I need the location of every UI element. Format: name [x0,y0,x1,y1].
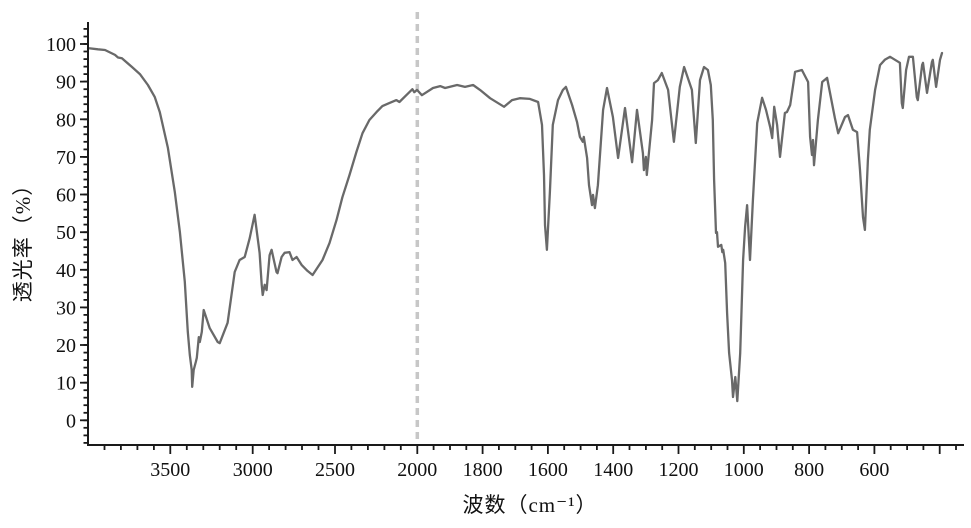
x-tick-label: 1600 [528,459,568,481]
x-tick-label: 3000 [233,459,273,481]
x-tick-label: 1000 [724,459,764,481]
y-tick-label: 90 [56,72,76,94]
y-tick-label: 50 [56,222,76,244]
y-tick-label: 30 [56,297,76,319]
x-tick-label: 2500 [315,459,355,481]
x-tick-label: 800 [794,459,824,481]
x-tick-label: 1400 [593,459,633,481]
y-tick-label: 20 [56,335,76,357]
x-tick-label: 3500 [150,459,190,481]
y-tick-label: 80 [56,109,76,131]
y-tick-label: 10 [56,373,76,395]
y-tick-label: 60 [56,185,76,207]
y-tick-label: 70 [56,147,76,169]
y-tick-label: 0 [66,410,76,432]
x-tick-label: 2000 [397,459,437,481]
axes [87,22,964,446]
x-tick-label: 600 [859,459,889,481]
x-tick-label: 1800 [463,459,503,481]
spectrum-curve [86,46,944,403]
axis-lines [87,22,964,446]
tick-marks [80,27,957,454]
x-tick-label: 1200 [659,459,699,481]
y-tick-label: 40 [56,260,76,282]
tick-labels: 0 10 20 30 40 50 60 70 80 90 100 3500 3000 2500 2000 18… [46,34,889,481]
y-tick-label: 100 [46,34,76,56]
